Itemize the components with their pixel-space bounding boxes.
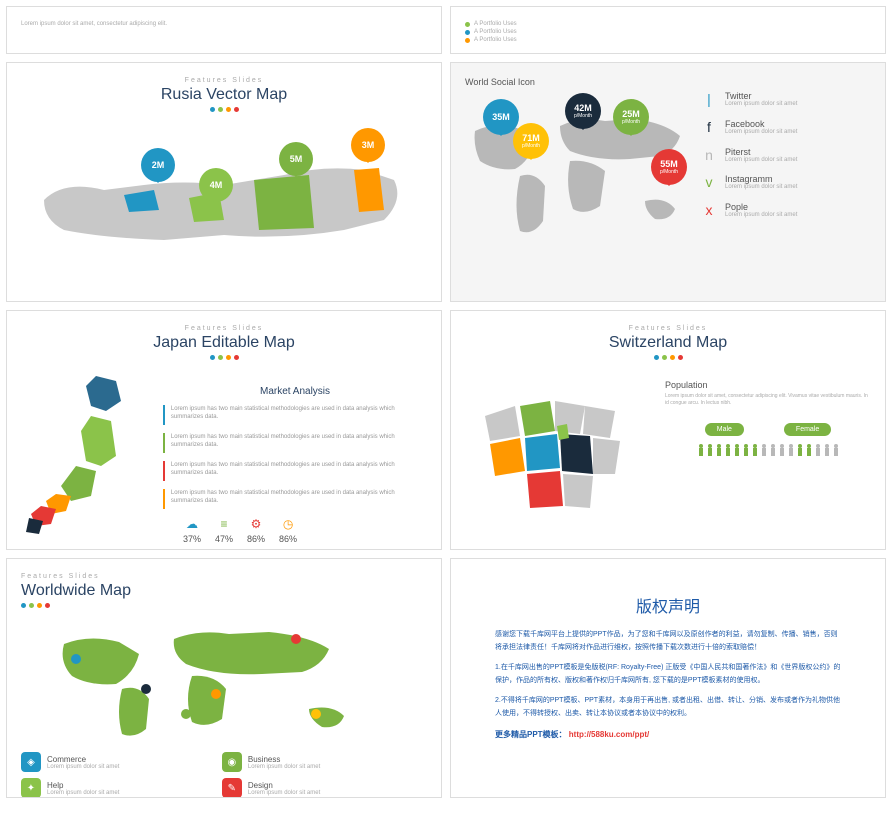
- slide-stub-2: A Portfolio UsesA Portfolio UsesA Portfo…: [450, 6, 886, 54]
- map-marker: [181, 709, 191, 719]
- rusia-title: Rusia Vector Map: [21, 86, 427, 104]
- map-pin: 2M: [141, 148, 175, 182]
- slide-switzerland: Features Slides Switzerland Map: [450, 310, 886, 550]
- sw-dots: [465, 355, 871, 360]
- legend-item: fFacebookLorem ipsum dolor sit amet: [701, 119, 851, 137]
- cp-p1: 感谢您下载千库网平台上提供的PPT作品，为了您和千库网以及原创作者的利益，请勿复…: [495, 629, 841, 654]
- japan-subtitle: Features Slides: [21, 325, 427, 332]
- slide-japan: Features Slides Japan Editable Map Marke…: [6, 310, 442, 550]
- japan-map: [21, 366, 151, 536]
- rusia-dots: [21, 107, 427, 112]
- map-marker: [141, 684, 151, 694]
- slide-grid: Lorem ipsum dolor sit amet, consectetur …: [6, 6, 886, 798]
- sw-pop-title: Population: [665, 380, 871, 390]
- person-icon: [832, 444, 840, 459]
- legend-item: |TwitterLorem ipsum dolor sit amet: [701, 91, 851, 109]
- person-icon: [778, 444, 786, 459]
- person-icon: [742, 444, 750, 459]
- stub-text: Lorem ipsum dolor sit amet, consectetur …: [21, 21, 427, 27]
- world-map: 35M71Mp/Month 42Mp/Month 25Mp/Month55Mp/Mo…: [465, 91, 695, 261]
- legend-item: vInstagrammLorem ipsum dolor sit amet: [701, 174, 851, 192]
- map-marker: [71, 654, 81, 664]
- person-icon: [724, 444, 732, 459]
- cp-p2: 1.在千库网出售的PPT模板是免版税(RF: Royalty-Free) 正版受…: [495, 662, 841, 687]
- person-icon: [760, 444, 768, 459]
- person-icon: [787, 444, 795, 459]
- slide-rusia: Features Slides Rusia Vector Map 2M 4M 5M 3…: [6, 62, 442, 302]
- map-marker: [211, 689, 221, 699]
- rusia-subtitle: Features Slides: [21, 77, 427, 84]
- rusia-map: 2M 4M 5M 3M: [21, 120, 427, 260]
- slide-worldwide: Features Slides Worldwide Map ◈CommerceL…: [6, 558, 442, 798]
- ww-title: Worldwide Map: [21, 582, 427, 600]
- map-pin: 71Mp/Month: [513, 123, 549, 159]
- person-icon: [796, 444, 804, 459]
- worldwide-map: [21, 614, 427, 744]
- map-pin: 25Mp/Month: [613, 99, 649, 135]
- japan-section-title: Market Analysis: [163, 386, 427, 397]
- cp-title: 版权声明: [495, 593, 841, 617]
- cp-link: 更多精品PPT模板： http://588ku.com/ppt/: [495, 729, 841, 740]
- sw-subtitle: Features Slides: [465, 325, 871, 332]
- analysis-item: Lorem ipsum has two main statistical met…: [163, 405, 427, 425]
- female-badge: Female: [784, 423, 831, 436]
- map-pin: 4M: [199, 168, 233, 202]
- world-title: World Social Icon: [465, 77, 871, 87]
- person-icon: [769, 444, 777, 459]
- map-marker: [291, 634, 301, 644]
- slide-world-social: World Social Icon 35M71Mp/Month 42Mp/Mont…: [450, 62, 886, 302]
- person-icon: [706, 444, 714, 459]
- person-icon: [715, 444, 723, 459]
- person-icon: [823, 444, 831, 459]
- ww-item: ◈CommerceLorem ipsum dolor sit amet: [21, 752, 216, 772]
- cp-url[interactable]: http://588ku.com/ppt/: [569, 730, 649, 739]
- person-icon: [805, 444, 813, 459]
- ww-items: ◈CommerceLorem ipsum dolor sit amet ◉Busi…: [21, 752, 427, 798]
- map-pin: 5M: [279, 142, 313, 176]
- person-icon: [697, 444, 705, 459]
- person-icon: [733, 444, 741, 459]
- male-badge: Male: [705, 423, 744, 436]
- stub-legend: A Portfolio UsesA Portfolio UsesA Portfo…: [465, 21, 871, 43]
- analysis-item: Lorem ipsum has two main statistical met…: [163, 489, 427, 509]
- ww-dots: [21, 603, 427, 608]
- cp-p3: 2.不得将千库网的PPT模板、PPT素材，本身用于再出售, 或者出租、出借、转让…: [495, 695, 841, 720]
- stat-item: ◷86%: [279, 517, 297, 544]
- map-marker: [311, 709, 321, 719]
- person-icon: [814, 444, 822, 459]
- ww-item: ◉BusinessLorem ipsum dolor sit amet: [222, 752, 417, 772]
- japan-stats: ☁37% ≡47% ⚙86% ◷86%: [163, 517, 427, 544]
- people-icons: [665, 444, 871, 459]
- ww-item: ✦HelpLorem ipsum dolor sit amet: [21, 778, 216, 798]
- stat-item: ☁37%: [183, 517, 201, 544]
- person-icon: [751, 444, 759, 459]
- slide-copyright: 版权声明 感谢您下载千库网平台上提供的PPT作品，为了您和千库网以及原创作者的利…: [450, 558, 886, 798]
- switzerland-map: [465, 366, 655, 526]
- map-pin: 55Mp/Month: [651, 149, 687, 185]
- analysis-item: Lorem ipsum has two main statistical met…: [163, 433, 427, 453]
- world-legend: |TwitterLorem ipsum dolor sit amet fFaceb…: [701, 91, 851, 261]
- sw-pop-desc: Lorem ipsum dolor sit amet, consectetur …: [665, 393, 871, 407]
- sw-title: Switzerland Map: [465, 334, 871, 352]
- ww-item: ✎DesignLorem ipsum dolor sit amet: [222, 778, 417, 798]
- japan-dots: [21, 355, 427, 360]
- ww-subtitle: Features Slides: [21, 573, 427, 580]
- analysis-item: Lorem ipsum has two main statistical met…: [163, 461, 427, 481]
- stat-item: ⚙86%: [247, 517, 265, 544]
- map-pin: 35M: [483, 99, 519, 135]
- legend-item: nPiterstLorem ipsum dolor sit amet: [701, 147, 851, 165]
- japan-title: Japan Editable Map: [21, 334, 427, 352]
- legend-item: xPopleLorem ipsum dolor sit amet: [701, 202, 851, 220]
- map-pin: 42Mp/Month: [565, 93, 601, 129]
- slide-stub-1: Lorem ipsum dolor sit amet, consectetur …: [6, 6, 442, 54]
- map-pin: 3M: [351, 128, 385, 162]
- stat-item: ≡47%: [215, 517, 233, 544]
